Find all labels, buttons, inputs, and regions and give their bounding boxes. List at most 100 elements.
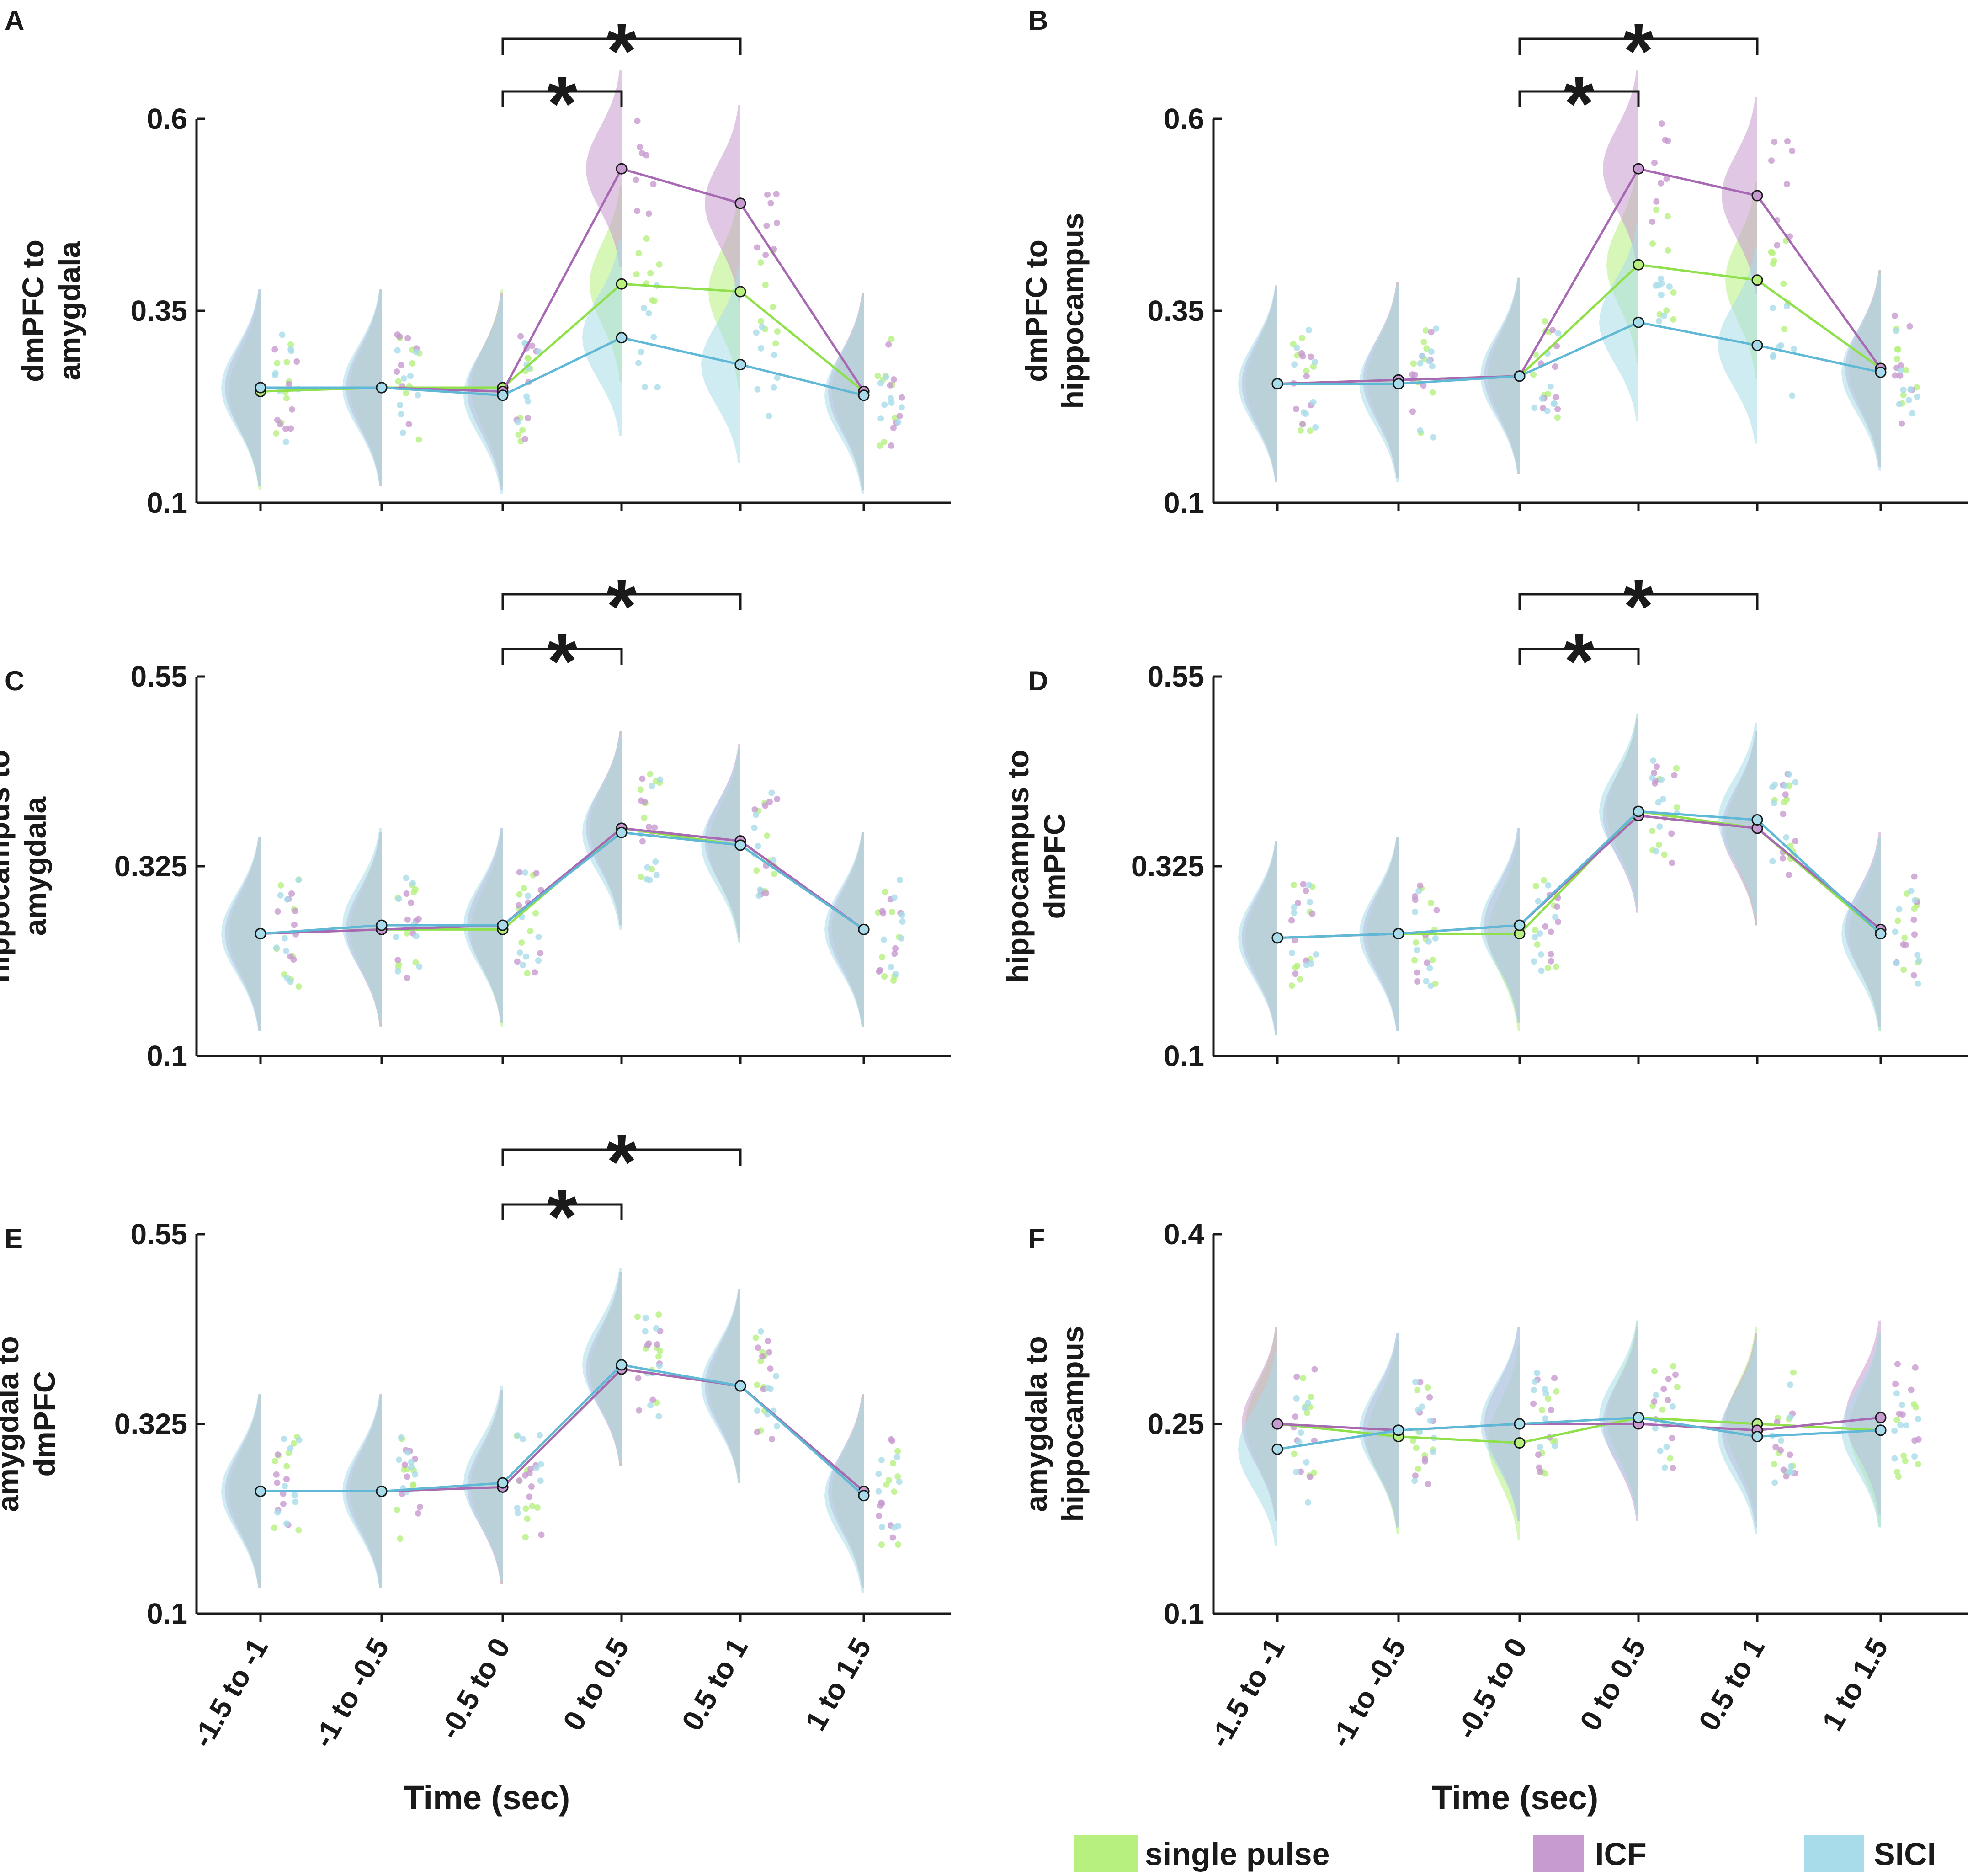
scatter-point	[1409, 371, 1416, 378]
series-line-ICF	[1277, 1416, 1881, 1432]
scatter-point	[1432, 935, 1439, 942]
scatter-point	[1307, 353, 1314, 360]
scatter-point	[393, 934, 399, 941]
scatter-point	[1665, 138, 1671, 144]
mean-point	[376, 1486, 388, 1498]
scatter-point	[1312, 424, 1319, 431]
series-line-SICI	[260, 831, 865, 935]
scatter-point	[1649, 218, 1656, 225]
scatter-point	[1290, 882, 1297, 889]
scatter-point	[521, 885, 527, 892]
mean-point	[616, 332, 628, 344]
legend-swatch-icf	[1533, 1835, 1584, 1872]
scatter-point	[1774, 1418, 1781, 1425]
scatter-point	[771, 384, 777, 391]
scatter-point	[1915, 1416, 1921, 1423]
scatter-point	[1893, 1390, 1900, 1397]
scatter-point	[277, 882, 284, 889]
scatter-point	[274, 1451, 281, 1458]
scatter-point	[1291, 909, 1298, 916]
scatter-point	[881, 401, 888, 408]
scatter-point	[1311, 1366, 1318, 1373]
significance-star: *	[1564, 618, 1594, 705]
y-tick-label: 0.1	[147, 1039, 187, 1072]
significance-bracket	[1518, 648, 1640, 665]
scatter-point	[1649, 774, 1656, 781]
scatter-point	[883, 374, 889, 381]
scatter-point	[1530, 1400, 1537, 1407]
scatter-point	[888, 336, 895, 342]
scatter-point	[768, 789, 775, 796]
scatter-point	[1657, 1447, 1664, 1454]
scatter-point	[1792, 838, 1799, 845]
scatter-point	[885, 341, 892, 348]
scatter-point	[1545, 965, 1552, 971]
scatter-point	[1426, 358, 1433, 365]
scatter-point	[754, 1381, 760, 1388]
scatter-point	[404, 335, 411, 341]
scatter-point	[752, 811, 759, 818]
violin-ICF	[705, 105, 740, 302]
scatter-point	[1305, 327, 1312, 334]
scatter-point	[1778, 1437, 1785, 1444]
scatter-point	[1425, 1481, 1431, 1487]
scatter-point	[1783, 181, 1790, 187]
scatter-point	[1902, 1457, 1909, 1464]
scatter-point	[638, 874, 644, 880]
panel-letter: C	[5, 666, 24, 696]
scatter-point	[287, 425, 294, 432]
y-tick-label: 0.1	[1164, 1597, 1204, 1630]
scatter-point	[1420, 339, 1427, 346]
scatter-point	[874, 373, 881, 379]
scatter-point	[1541, 877, 1548, 884]
scatter-point	[1288, 982, 1295, 989]
scatter-point	[891, 950, 898, 957]
scatter-point	[394, 968, 401, 975]
scatter-point	[762, 251, 769, 258]
scatter-point	[888, 909, 895, 916]
scatter-point	[537, 1477, 544, 1484]
scatter-point	[1781, 325, 1788, 332]
scatter-point	[754, 386, 761, 393]
scatter-point	[1424, 959, 1431, 966]
scatter-point	[1288, 949, 1295, 956]
scatter-point	[409, 360, 415, 367]
scatter-point	[755, 892, 762, 899]
scatter-point	[1906, 323, 1913, 330]
scatter-point	[640, 304, 647, 311]
scatter-point	[1417, 360, 1424, 367]
scatter-point	[878, 1457, 885, 1464]
scatter-point	[1532, 927, 1538, 933]
scatter-point	[881, 973, 888, 980]
legend-label-icf: ICF	[1595, 1836, 1647, 1872]
scatter-point	[1542, 1415, 1549, 1422]
mean-point	[497, 919, 509, 931]
scatter-point	[1303, 962, 1310, 969]
violin-ICF	[1722, 97, 1757, 294]
scatter-point	[1666, 283, 1673, 290]
series-line-ICF	[260, 827, 865, 935]
scatter-point	[1770, 353, 1776, 360]
x-tick-label: -1.5 to -1	[1202, 1632, 1291, 1753]
scatter-point	[771, 870, 778, 877]
mean-point	[1514, 919, 1526, 931]
scatter-point	[533, 1465, 540, 1471]
scatter-point	[1548, 928, 1554, 935]
scatter-point	[892, 970, 899, 977]
scatter-point	[288, 347, 295, 354]
scatter-point	[1915, 980, 1921, 987]
scatter-point	[1665, 247, 1671, 254]
scatter-point	[751, 824, 758, 831]
scatter-point	[523, 953, 530, 960]
violin-SICI	[701, 748, 740, 943]
scatter-point	[1772, 1444, 1779, 1450]
y-tick-label: 0.1	[147, 1597, 187, 1630]
scatter-point	[1531, 405, 1538, 411]
scatter-point	[1909, 410, 1916, 417]
mean-point	[1751, 814, 1763, 826]
scatter-point	[537, 1461, 544, 1468]
scatter-point	[891, 414, 898, 421]
scatter-point	[1787, 1414, 1794, 1421]
y-axis-title-line: amygdala	[53, 240, 86, 380]
